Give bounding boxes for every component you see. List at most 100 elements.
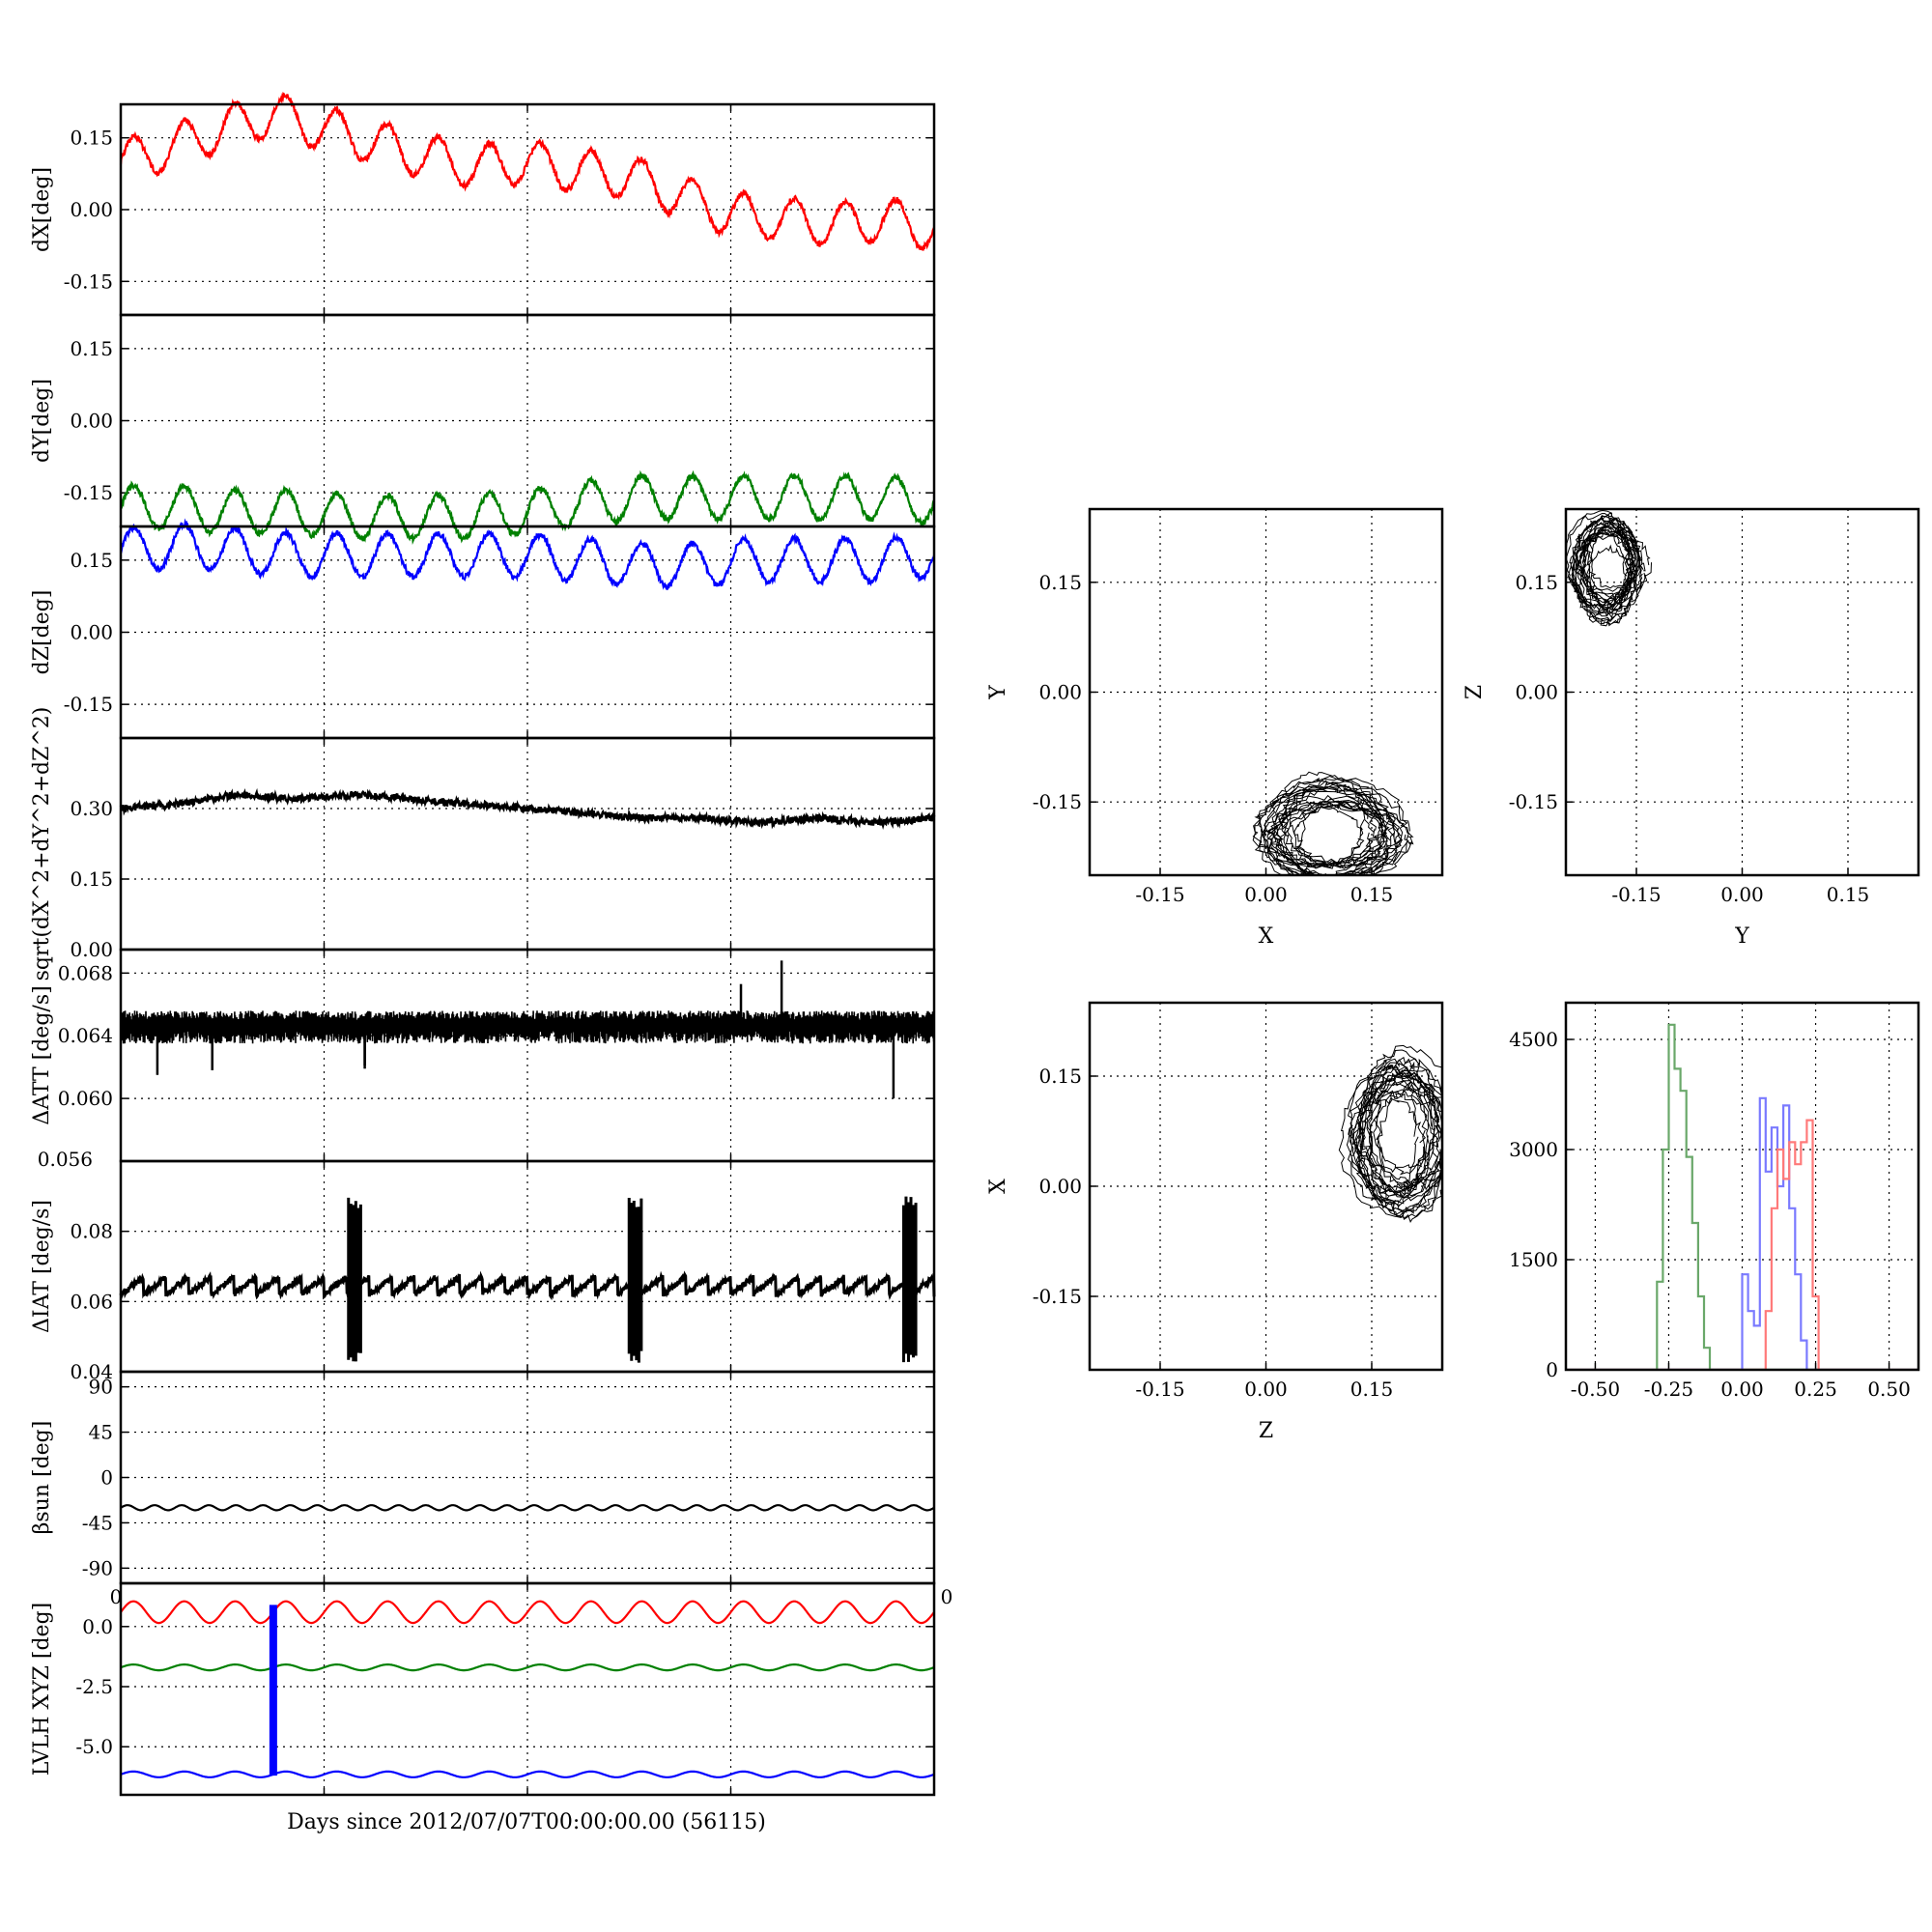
y-tick-label: -0.15 [1033,790,1082,813]
y-tick-label: 4500 [1509,1028,1558,1051]
x-tick-label: -0.50 [1571,1378,1620,1401]
y-axis-label: dZ[deg] [30,590,54,675]
panel-frame [1088,507,1444,877]
y-tick-label: 0.30 [70,797,113,820]
panel-hist: -0.50 -0.25 0.00 0.25 0.50 4500 3000 1500 0 [1509,1001,1920,1401]
time-axis-label: Days since 2012/07/07T00:00:00.00 (56115… [287,1810,766,1834]
panel-frame [119,1581,936,1797]
panel-xy: -0.15 0.00 0.15 0.15 0.00 -0.15 X Y [986,507,1444,949]
y-tick-label: -90 [82,1556,113,1579]
y-tick-label: 0.15 [1038,1065,1082,1088]
x-tick-label: 0.00 [1244,883,1288,906]
y-tick-label: 0.15 [70,867,113,891]
y-tick-label: 0 [1546,1358,1558,1381]
series-line [120,1663,935,1672]
panel-frame [1564,507,1920,877]
panel-frame [1088,1001,1444,1372]
y-tick-label: 0.064 [58,1024,113,1047]
panel-dz: 0.15 0.00 -0.15 dZ[deg] [30,518,936,740]
panel-dx: 0.15 0.00 -0.15 dX[deg] [30,92,936,317]
x-tick-label: 0.15 [1827,883,1870,906]
y-tick-label: -0.15 [64,481,113,504]
y-tick-label: 0.068 [58,961,113,984]
y-tick-label: 0.00 [70,198,113,221]
y-tick-label: 0.00 [1038,1175,1082,1198]
y-axis-label: dX[deg] [30,167,54,252]
y-tick-label: -0.15 [1509,790,1558,813]
y-tick-label: 0.08 [70,1220,113,1243]
y-tick-label: 0.00 [1515,681,1558,704]
panel-dy: 0.15 0.00 -0.15 dY[deg] [30,313,936,546]
trajectory-path [1338,1044,1442,1223]
y-tick-label: -0.15 [64,693,113,716]
y-tick-label: 0.15 [70,127,113,150]
series-line [120,1770,935,1778]
histogram-line [1566,1023,1918,1370]
x-tick-label: 0.00 [1720,1378,1764,1401]
y-tick-label: 0.15 [70,549,113,572]
x-axis-label: X [1259,924,1274,949]
x-tick-label: 0.15 [1350,883,1394,906]
plots-layer: 0.150.00-0.15dX[deg]0.150.00-0.15dY[deg]… [30,92,1920,1797]
histogram-line [1566,1119,1918,1370]
y-tick-label: 0.00 [70,938,113,961]
y-tick-label: 0.15 [1038,571,1082,594]
y-tick-label: 90 [89,1376,113,1399]
panel-lvlh: 0.0 -2.5 -5.0 LVLH XYZ [deg] [30,1581,936,1797]
y-tick-label: -2.5 [75,1675,113,1698]
x-tick-label: -0.15 [1611,883,1661,906]
series-line [120,1504,935,1512]
y-tick-label: 0.15 [1515,571,1558,594]
series-line [120,1010,935,1044]
y-axis-label: Y [986,685,1010,700]
y-tick-label: 0.060 [58,1087,113,1110]
panel-frame [1564,1001,1920,1372]
trajectory-path [1252,771,1414,875]
y-axis-label: LVLH XYZ [deg] [30,1603,54,1776]
y-tick-label: 0.04 [70,1360,113,1383]
y-axis-label: Z [1463,685,1487,699]
panel-yz: -0.15 0.00 0.15 0.15 0.00 -0.15 Y Z [1463,507,1920,949]
x-tick-label: 0.15 [1350,1378,1394,1401]
y-tick-label: 0.06 [70,1290,113,1313]
y-tick-label: -0.15 [1033,1285,1082,1308]
x-tick-label: -0.15 [1135,1378,1184,1401]
y-tick-label: -45 [82,1511,113,1534]
x-tick-label: 0.00 [1720,883,1764,906]
y-axis-label: sqrt(dX^2+dY^2+dZ^2) [30,707,54,981]
series-line [119,92,935,251]
x-tick-label: -0.15 [1135,883,1184,906]
x-tick-label: 0.00 [1244,1378,1288,1401]
series-line [119,1270,936,1301]
y-tick-label: 1500 [1509,1248,1558,1271]
y-tick-label: 3000 [1509,1138,1558,1161]
x-tick-label: 0.25 [1794,1378,1837,1401]
stray-tick-left: 0 [110,1585,123,1608]
y-tick-label: 0.0 [82,1615,113,1638]
y-tick-label: 45 [89,1421,113,1444]
y-tick-label: 0 [100,1466,113,1490]
series-line [119,469,935,546]
y-axis-label: ΔIAT [deg/s] [30,1200,54,1333]
y-axis-label: dY[deg] [30,379,54,463]
x-tick-label: 0.50 [1867,1378,1911,1401]
stray-tick-right: 0 [941,1585,953,1608]
panel-zx: -0.15 0.00 0.15 0.15 0.00 -0.15 Z X [986,1001,1444,1443]
y-axis-label: X [986,1179,1010,1194]
y-axis-label: βsun [deg] [30,1421,54,1535]
x-axis-label: Y [1734,924,1749,949]
trajectory-path [1566,509,1652,627]
y-axis-label: ΔATT [deg/s] [30,985,54,1124]
y-tick-label: -5.0 [75,1735,113,1758]
series-line [120,518,936,590]
x-axis-label: Z [1259,1419,1273,1443]
y-tick-label: 0.15 [70,337,113,360]
stray-tick-overlap: 0.056 [38,1148,93,1171]
y-tick-label: -0.15 [64,270,113,293]
y-tick-label: 0.00 [70,621,113,644]
series-line [120,1600,935,1625]
y-tick-label: 0.00 [70,410,113,433]
